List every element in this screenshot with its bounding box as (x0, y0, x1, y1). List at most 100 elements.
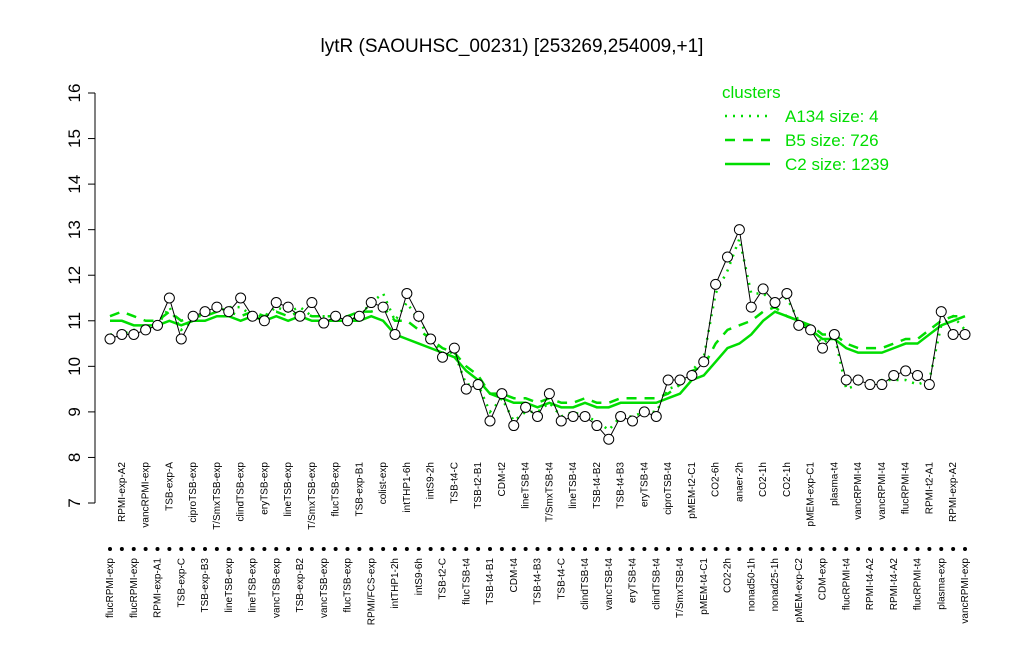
category-dot (654, 547, 659, 551)
category-dot (844, 547, 849, 551)
x-tick-label: ciproTSB-exp (188, 462, 199, 523)
category-dot (761, 547, 766, 551)
y-tick-label: 13 (65, 220, 84, 239)
data-point (116, 328, 128, 340)
x-tick-label: RPMI-exp-A2 (948, 462, 959, 522)
data-point (543, 388, 555, 400)
data-point (638, 406, 650, 418)
x-tick-label: RPMI-t4-A2 (865, 558, 876, 611)
data-point (342, 315, 353, 327)
data-point (437, 351, 448, 363)
data-point (733, 224, 745, 236)
data-point (508, 420, 520, 432)
x-tick-label: flucRPMI-t4 (841, 558, 852, 611)
x-tick-label: TSB-exp-B2 (295, 558, 306, 613)
x-tick-label: TSB-t4-C (556, 558, 567, 600)
data-point (163, 292, 175, 304)
data-point (128, 328, 140, 340)
x-tick-label: clindTSB-t4 (651, 558, 662, 610)
category-dot (393, 547, 397, 551)
category-dot (464, 547, 469, 551)
category-dot (571, 547, 576, 551)
x-tick-label: vancRPMI-t4 (853, 462, 864, 520)
data-point (353, 310, 365, 322)
category-dot (939, 547, 944, 551)
legend-label: C2 size: 1239 (785, 155, 889, 174)
x-tick-label: intS9-2h (426, 462, 437, 499)
x-tick-label: flucRPMI-exp (105, 558, 116, 618)
legend-title: clusters (722, 83, 781, 102)
category-dot (606, 547, 611, 551)
data-point (923, 379, 935, 391)
x-tick-label: CO2-6h (711, 462, 722, 497)
category-dot (131, 547, 136, 551)
category-dot (476, 547, 481, 551)
category-dot (559, 547, 564, 551)
category-dot (535, 547, 540, 551)
x-tick-label: vancTSB-t4 (604, 558, 615, 611)
data-point (840, 374, 852, 386)
y-tick-label: 11 (65, 312, 84, 330)
x-tick-label: vancRPMI-exp (141, 462, 152, 528)
x-tick-label: lineTSB-exp (248, 558, 259, 613)
x-tick-label: vancRPMI-exp (960, 558, 971, 624)
category-dot (404, 547, 409, 551)
category-dot (701, 547, 706, 551)
data-point (757, 283, 769, 295)
category-dot (951, 547, 956, 551)
data-point (888, 369, 900, 381)
category-dot (108, 547, 112, 551)
category-dot (345, 547, 350, 551)
x-tick-label: plasma-t4 (829, 462, 840, 506)
category-dot (321, 547, 326, 551)
data-point (947, 328, 959, 340)
category-dot (298, 547, 302, 551)
x-tick-label: lineTSB-exp (283, 462, 294, 517)
x-tick-label: eryTSB-exp (259, 462, 270, 515)
data-point (187, 310, 199, 322)
x-tick-label: pMEM-t4-C1 (699, 558, 710, 615)
data-point (413, 310, 425, 322)
category-dot (642, 547, 647, 551)
category-dot (713, 547, 718, 551)
category-dot (203, 547, 207, 551)
data-point (377, 301, 389, 313)
data-point (912, 369, 923, 381)
x-tick-label: T/SmxTSB-t4 (544, 462, 555, 522)
y-tick-label: 15 (65, 129, 84, 148)
x-tick-label: nonad25-1h (770, 558, 781, 611)
category-dot (547, 547, 552, 551)
legend-label: B5 size: 726 (785, 131, 879, 150)
x-tick-label: CDM-t4 (509, 558, 520, 593)
category-dot (856, 547, 861, 551)
x-tick-label: lineTSB-t4 (521, 462, 532, 509)
x-tick-label: intTHP1-2h (390, 558, 401, 609)
category-dot (773, 547, 777, 551)
data-point (306, 297, 318, 309)
category-dot (868, 547, 872, 551)
cluster-line (109, 305, 965, 405)
category-dot (820, 547, 825, 551)
data-point (175, 333, 187, 345)
x-tick-label: vancTSB-exp (319, 558, 330, 618)
x-tick-label: anaer-2h (734, 462, 745, 502)
x-tick-label: pMEM-t2-C1 (687, 462, 698, 519)
data-point (591, 420, 603, 432)
category-dot (915, 547, 920, 551)
category-dot (274, 547, 279, 551)
data-point (484, 415, 496, 427)
category-dot (214, 547, 219, 551)
x-tick-label: lineTSB-exp (224, 558, 235, 613)
data-point (294, 310, 306, 322)
data-point (828, 328, 840, 340)
x-tick-label: flucRPMI-t4 (913, 558, 924, 611)
category-dot (511, 547, 516, 551)
category-dot (440, 547, 445, 551)
x-tick-label: clindTSB-exp (236, 462, 247, 522)
data-point (793, 319, 805, 331)
x-tick-label: TSB-exp-C (176, 558, 187, 607)
x-tick-label: nonad50-1h (746, 558, 757, 611)
category-dot (666, 547, 671, 551)
x-tick-label: eryTSB-t4 (628, 558, 639, 603)
